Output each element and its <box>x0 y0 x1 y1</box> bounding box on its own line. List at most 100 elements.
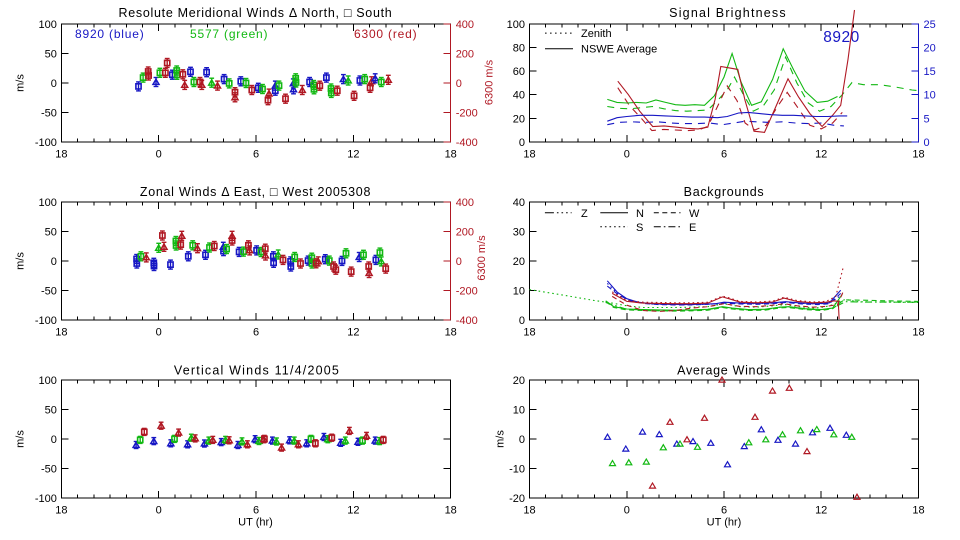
svg-text:10: 10 <box>513 405 525 417</box>
svg-text:0: 0 <box>519 434 525 446</box>
svg-text:0: 0 <box>456 256 462 268</box>
svg-text:0: 0 <box>624 327 630 339</box>
svg-text:m/s: m/s <box>15 252 27 270</box>
svg-text:0: 0 <box>156 505 162 517</box>
svg-text:50: 50 <box>45 49 57 61</box>
svg-text:-200: -200 <box>456 107 478 119</box>
svg-text:18: 18 <box>55 327 67 339</box>
svg-text:12: 12 <box>815 149 827 161</box>
svg-text:Average Winds: Average Winds <box>677 363 771 377</box>
svg-text:0: 0 <box>51 78 57 90</box>
svg-text:18: 18 <box>912 149 924 161</box>
svg-text:25: 25 <box>924 19 936 31</box>
svg-text:20: 20 <box>924 43 936 55</box>
svg-text:6300 m/s: 6300 m/s <box>476 235 488 281</box>
svg-text:18: 18 <box>55 505 67 517</box>
svg-text:0: 0 <box>156 327 162 339</box>
svg-text:6: 6 <box>721 327 727 339</box>
svg-text:0: 0 <box>51 256 57 268</box>
svg-text:-100: -100 <box>35 315 57 327</box>
svg-text:18: 18 <box>912 505 924 517</box>
svg-text:15: 15 <box>924 66 936 78</box>
svg-text:12: 12 <box>347 327 359 339</box>
svg-text:0: 0 <box>456 78 462 90</box>
svg-text:6: 6 <box>253 505 259 517</box>
svg-text:m/s: m/s <box>15 430 27 448</box>
svg-text:12: 12 <box>815 505 827 517</box>
svg-text:Resolute Meridional Winds Δ No: Resolute Meridional Winds Δ North, □ Sou… <box>119 6 393 20</box>
svg-text:30: 30 <box>513 227 525 239</box>
svg-text:18: 18 <box>55 149 67 161</box>
svg-text:-400: -400 <box>456 315 478 327</box>
svg-text:5577 (green): 5577 (green) <box>190 27 268 41</box>
svg-text:18: 18 <box>445 505 457 517</box>
svg-text:40: 40 <box>513 90 525 102</box>
svg-text:400: 400 <box>456 19 474 31</box>
svg-text:Backgrounds: Backgrounds <box>684 185 765 199</box>
svg-text:100: 100 <box>39 19 57 31</box>
svg-text:N: N <box>636 208 644 220</box>
svg-text:S: S <box>636 222 643 234</box>
svg-text:60: 60 <box>513 66 525 78</box>
svg-text:18: 18 <box>445 149 457 161</box>
svg-text:6: 6 <box>253 327 259 339</box>
svg-text:10: 10 <box>924 90 936 102</box>
svg-text:100: 100 <box>39 197 57 209</box>
svg-text:m/s: m/s <box>495 430 507 448</box>
svg-text:18: 18 <box>523 327 535 339</box>
svg-text:0: 0 <box>624 505 630 517</box>
svg-text:200: 200 <box>456 227 474 239</box>
svg-text:UT (hr): UT (hr) <box>238 517 273 529</box>
svg-text:10: 10 <box>513 286 525 298</box>
svg-text:100: 100 <box>507 19 525 31</box>
svg-text:6: 6 <box>721 149 727 161</box>
svg-text:-50: -50 <box>41 464 57 476</box>
svg-text:E: E <box>689 222 696 234</box>
svg-text:Zonal Winds Δ East, □ West 200: Zonal Winds Δ East, □ West 2005308 <box>140 185 371 199</box>
svg-text:8920: 8920 <box>823 29 859 46</box>
svg-text:12: 12 <box>347 505 359 517</box>
svg-text:0: 0 <box>51 434 57 446</box>
svg-text:6300 (red): 6300 (red) <box>354 27 417 41</box>
svg-text:-50: -50 <box>41 286 57 298</box>
svg-text:Zenith: Zenith <box>581 28 612 40</box>
svg-text:18: 18 <box>912 327 924 339</box>
svg-text:0: 0 <box>156 149 162 161</box>
svg-text:200: 200 <box>456 49 474 61</box>
svg-text:18: 18 <box>445 327 457 339</box>
svg-text:40: 40 <box>513 197 525 209</box>
svg-text:NSWE Average: NSWE Average <box>581 44 657 56</box>
svg-text:-20: -20 <box>509 493 525 505</box>
svg-text:UT (hr): UT (hr) <box>707 517 742 529</box>
svg-text:18: 18 <box>523 505 535 517</box>
svg-text:6: 6 <box>721 505 727 517</box>
svg-text:400: 400 <box>456 197 474 209</box>
svg-text:Vertical Winds 11/4/2005: Vertical Winds 11/4/2005 <box>174 363 340 377</box>
svg-text:8920 (blue): 8920 (blue) <box>75 27 145 41</box>
svg-text:W: W <box>689 208 700 220</box>
svg-text:6300 m/s: 6300 m/s <box>484 59 496 105</box>
svg-text:12: 12 <box>815 327 827 339</box>
svg-text:20: 20 <box>513 375 525 387</box>
svg-text:12: 12 <box>347 149 359 161</box>
svg-text:0: 0 <box>924 137 930 149</box>
svg-text:5: 5 <box>924 113 930 125</box>
svg-text:18: 18 <box>523 149 535 161</box>
svg-text:100: 100 <box>39 375 57 387</box>
svg-text:-100: -100 <box>35 493 57 505</box>
svg-text:80: 80 <box>513 43 525 55</box>
svg-text:0: 0 <box>519 315 525 327</box>
svg-text:-10: -10 <box>509 464 525 476</box>
svg-text:0: 0 <box>624 149 630 161</box>
svg-text:50: 50 <box>45 405 57 417</box>
svg-text:-400: -400 <box>456 137 478 149</box>
svg-text:Signal Brightness: Signal Brightness <box>669 6 787 20</box>
svg-text:20: 20 <box>513 256 525 268</box>
svg-text:20: 20 <box>513 113 525 125</box>
svg-text:0: 0 <box>519 137 525 149</box>
svg-text:-100: -100 <box>35 137 57 149</box>
svg-text:m/s: m/s <box>15 74 27 92</box>
svg-text:Z: Z <box>581 208 588 220</box>
svg-text:50: 50 <box>45 227 57 239</box>
svg-text:-200: -200 <box>456 286 478 298</box>
